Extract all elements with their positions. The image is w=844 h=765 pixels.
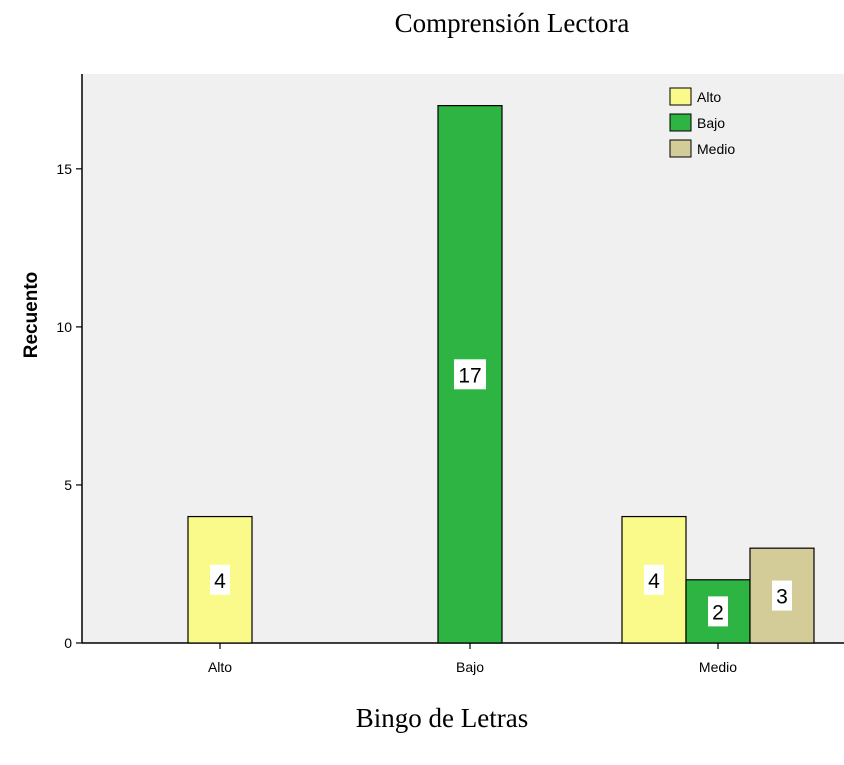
data-label: 4: [214, 570, 226, 593]
y-axis-label: Recuento: [21, 272, 42, 359]
x-axis-title: Bingo de Letras: [355, 703, 529, 733]
legend-entry: Alto: [697, 89, 721, 105]
data-label: 4: [648, 570, 660, 593]
x-tick-label: Alto: [208, 659, 232, 675]
data-label-box: [708, 596, 728, 627]
data-label-box: [454, 359, 486, 390]
y-axis: 0 5 10 15: [56, 74, 83, 651]
y-tick-label: 10: [56, 319, 72, 335]
y-tick-label: 0: [64, 635, 72, 651]
data-label: 17: [458, 364, 481, 387]
legend-entry: Medio: [697, 141, 735, 157]
legend-swatch: [669, 113, 692, 132]
x-tick-label: Bajo: [456, 659, 484, 675]
data-label: 2: [712, 601, 724, 624]
data-label-box: [772, 580, 792, 611]
bars: [187, 105, 815, 644]
legend-swatch: [669, 87, 692, 106]
data-label-box: [644, 564, 664, 595]
data-label-box: [210, 564, 230, 595]
legend: Alto Bajo Medio: [669, 87, 735, 158]
y-tick-label: 5: [64, 477, 72, 493]
x-axis: Alto Bajo Medio: [82, 642, 844, 675]
x-tick-label: Medio: [699, 659, 737, 675]
legend-entry: Bajo: [697, 115, 725, 131]
y-tick-label: 15: [56, 161, 72, 177]
legend-swatch: [669, 139, 692, 158]
data-labels: 4 17 4 2 3: [210, 359, 792, 627]
chart-title: Comprensión Lectora: [394, 8, 630, 38]
data-label: 3: [776, 586, 788, 609]
